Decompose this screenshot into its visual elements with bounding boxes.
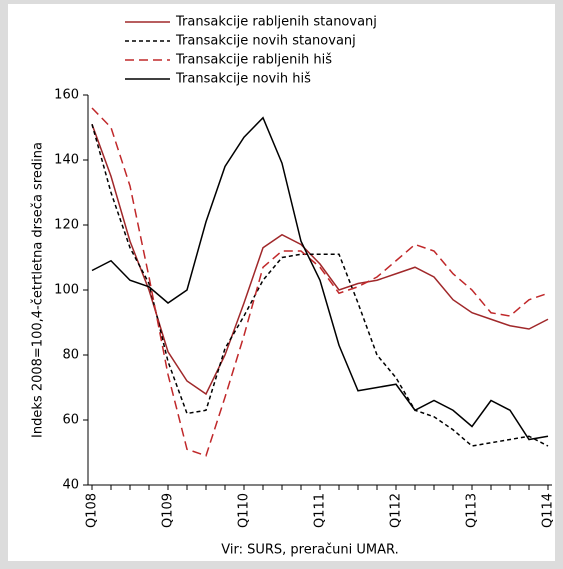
panel <box>8 4 555 561</box>
series-line <box>91 123 549 396</box>
y-tick-label: 100 <box>54 283 79 298</box>
legend-label: Transakcije novih hiš <box>175 72 311 87</box>
legend-label: Transakcije rabljenih hiš <box>175 53 332 68</box>
y-tick-label: 80 <box>62 348 79 363</box>
x-tick-label: Q108 <box>85 493 100 528</box>
x-tick-label: Q112 <box>389 493 404 528</box>
series-line <box>91 107 549 457</box>
series-line <box>91 116 549 441</box>
y-tick-label: 140 <box>54 153 79 168</box>
y-tick-label: 120 <box>54 218 79 233</box>
x-tick-label: Q114 <box>541 493 556 528</box>
legend-label: Transakcije rabljenih stanovanj <box>175 15 377 30</box>
x-tick-label: Q113 <box>465 493 480 528</box>
y-axis-label: Indeks 2008=100,4-četrtletna drseča sred… <box>31 142 46 438</box>
y-tick-label: 160 <box>54 88 79 103</box>
source-note: Vir: SURS, preračuni UMAR. <box>221 543 398 558</box>
y-tick-label: 60 <box>62 413 79 428</box>
x-tick-label: Q109 <box>161 493 176 528</box>
legend-label: Transakcije novih stanovanj <box>175 34 356 49</box>
x-tick-label: Q111 <box>313 493 328 528</box>
x-tick-label: Q110 <box>237 493 252 528</box>
y-tick-label: 40 <box>62 478 79 493</box>
series-line <box>91 124 549 447</box>
